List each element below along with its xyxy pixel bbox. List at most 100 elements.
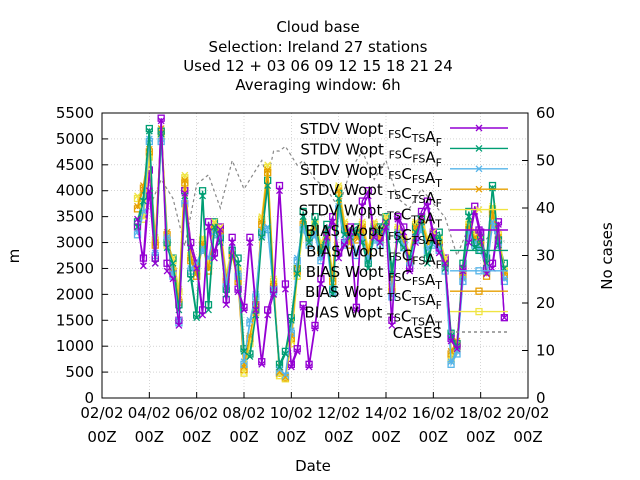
data-point: [364, 264, 372, 272]
legend-marker: [475, 246, 483, 255]
data-point: [246, 239, 254, 247]
data-point: [181, 189, 189, 197]
data-point: [347, 228, 354, 236]
legend-label: CASES: [393, 324, 442, 342]
legend-label: STDV Wopt FSCTSAF: [300, 120, 442, 149]
data-point: [240, 358, 248, 366]
legend-entry: STDV Wopt TSCTSAF: [299, 181, 508, 210]
data-point: [477, 239, 485, 247]
y-tick-label: 1500: [56, 311, 94, 329]
data-point: [199, 192, 207, 200]
data-point: [264, 311, 272, 319]
data-point: [145, 127, 153, 135]
data-point: [341, 231, 349, 239]
legend-label: STDV Wopt TSCTSAF: [299, 181, 442, 210]
legend-label: BIAS Wopt FSCTSAF: [306, 222, 442, 251]
data-point: [181, 171, 189, 179]
legend-label: STDV Wopt TSCTSAT: [299, 202, 442, 231]
data-point: [293, 347, 301, 355]
data-point: [423, 202, 431, 210]
data-point: [187, 244, 195, 252]
y-tick-label: 4500: [56, 156, 94, 174]
x-tick-label: 12/02: [317, 404, 360, 422]
data-point: [317, 249, 325, 257]
legend-marker: [475, 206, 483, 214]
y-tick-label: 2500: [56, 259, 94, 277]
title-line: Averaging window: 6h: [235, 76, 400, 94]
data-point: [287, 363, 295, 371]
data-point: [429, 233, 437, 241]
data-point: [329, 290, 337, 298]
series-line: [137, 145, 505, 258]
data-point: [412, 239, 420, 247]
data-point: [216, 223, 224, 231]
data-point: [335, 182, 343, 190]
data-point: [198, 187, 207, 195]
y-tick-label: 2000: [56, 285, 94, 303]
legend-entry: BIAS Wopt TSCTSAT: [305, 304, 508, 333]
title-line: Selection: Ireland 27 stations: [209, 38, 428, 56]
x-tick-label: 06/02: [175, 404, 218, 422]
data-point: [305, 363, 313, 371]
x-tick-label: 00Z: [135, 428, 164, 446]
x-tick-label: 00Z: [182, 428, 211, 446]
data-point: [240, 368, 248, 376]
data-point: [317, 280, 325, 288]
x-tick-label: 00Z: [87, 428, 116, 446]
legend-label: BIAS Wopt FSCFSAF: [306, 242, 442, 271]
data-point: [246, 233, 254, 242]
data-point: [163, 244, 171, 252]
legend-entry: STDV Wopt FSCFSAF: [300, 140, 508, 169]
data-point: [394, 236, 402, 244]
data-point: [222, 301, 230, 309]
x-tick-label: 02/02: [80, 404, 123, 422]
x-tick-label: 10/02: [270, 404, 313, 422]
data-point: [222, 290, 230, 298]
x-tick-label: 14/02: [364, 404, 407, 422]
data-point: [145, 187, 153, 195]
legend-marker: [475, 144, 483, 152]
data-point: [299, 213, 307, 221]
data-point: [435, 233, 443, 241]
data-point: [364, 192, 372, 200]
data-point: [382, 218, 390, 226]
data-point: [228, 233, 236, 242]
legend-marker: [475, 267, 483, 275]
data-point: [477, 233, 485, 241]
y2-tick-label: 60: [536, 104, 555, 122]
data-point: [193, 314, 201, 322]
data-point: [139, 262, 147, 270]
data-point: [299, 303, 307, 311]
data-point: [204, 218, 213, 226]
y2-tick-label: 40: [536, 199, 555, 217]
data-point: [376, 233, 384, 242]
data-point: [258, 360, 266, 368]
series-stdv-wopt-fs-c-ts-a-f: [134, 117, 508, 371]
legend-label: BIAS Wopt TSCTSAT: [305, 304, 443, 333]
legend-label: BIAS Wopt FSCFSAT: [306, 263, 443, 292]
data-point: [406, 267, 414, 275]
data-point: [370, 233, 378, 241]
data-point: [276, 363, 283, 371]
data-point: [181, 176, 189, 184]
data-point: [134, 202, 141, 210]
data-point: [341, 241, 349, 249]
data-point: [240, 363, 248, 371]
data-point: [335, 187, 343, 195]
data-point: [210, 223, 218, 231]
legend-entry: CASES: [393, 324, 508, 342]
data-point: [134, 223, 141, 231]
y-tick-label: 1000: [56, 337, 94, 355]
data-point: [364, 187, 372, 195]
data-point: [264, 182, 272, 190]
legend-entry: BIAS Wopt FSCFSAF: [306, 242, 508, 271]
data-point: [352, 306, 360, 314]
x-tick-label: 08/02: [222, 404, 265, 422]
data-point: [151, 259, 159, 267]
legend-entry: STDV Wopt FSCFSAT: [300, 161, 508, 190]
legend-entry: BIAS Wopt FSCFSAT: [306, 263, 508, 292]
x-tick-label: 00Z: [371, 428, 400, 446]
data-point: [500, 314, 508, 322]
data-point: [423, 259, 431, 267]
